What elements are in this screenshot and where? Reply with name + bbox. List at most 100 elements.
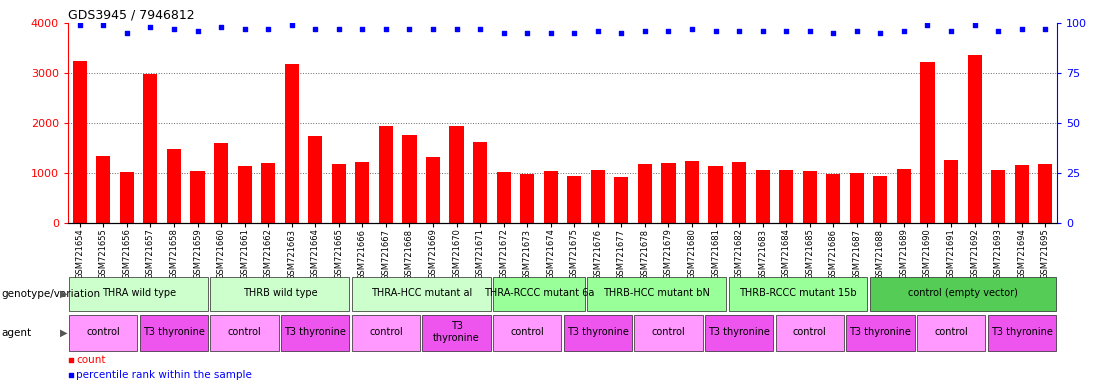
Bar [846, 314, 914, 351]
Bar [874, 175, 888, 223]
Bar [591, 170, 604, 223]
Point [400, 26, 418, 32]
Bar [403, 135, 417, 223]
Point [966, 22, 984, 28]
Point [848, 28, 866, 34]
Bar [685, 161, 699, 223]
Bar [662, 162, 675, 223]
Text: THRB wild type: THRB wild type [243, 288, 318, 298]
Bar [332, 164, 346, 223]
Point [660, 28, 677, 34]
Bar [870, 276, 1056, 311]
Bar [614, 177, 629, 223]
Point [707, 28, 725, 34]
Point [189, 28, 206, 34]
Bar [732, 162, 746, 223]
Text: count: count [76, 355, 106, 365]
Bar [285, 63, 299, 223]
Bar [422, 314, 491, 351]
Point [62, 372, 79, 378]
Point [1013, 26, 1030, 32]
Text: ▶: ▶ [61, 328, 67, 338]
Point [919, 22, 936, 28]
Point [354, 26, 372, 32]
Bar [826, 174, 840, 223]
Bar [281, 314, 350, 351]
Text: genotype/variation: genotype/variation [1, 289, 100, 299]
Text: control: control [793, 327, 826, 337]
Point [118, 30, 136, 36]
Point [566, 30, 583, 36]
Text: control: control [934, 327, 968, 337]
Bar [803, 171, 817, 223]
Text: control: control [511, 327, 544, 337]
Point [165, 26, 183, 32]
Point [495, 30, 513, 36]
Bar [897, 169, 911, 223]
Bar [237, 166, 251, 223]
Text: THRA-RCCC mutant 6a: THRA-RCCC mutant 6a [484, 288, 595, 298]
Text: T3 thyronine: T3 thyronine [285, 327, 346, 337]
Bar [920, 61, 934, 223]
Text: THRA wild type: THRA wild type [101, 288, 175, 298]
Bar [1015, 164, 1029, 223]
Bar [167, 149, 181, 223]
Point [824, 30, 842, 36]
Bar [261, 162, 276, 223]
Bar [214, 143, 228, 223]
Bar [967, 55, 982, 223]
Point [236, 26, 254, 32]
Text: T3 thyronine: T3 thyronine [849, 327, 911, 337]
Bar [69, 314, 138, 351]
Point [282, 22, 300, 28]
Bar [634, 314, 703, 351]
Text: T3 thyronine: T3 thyronine [990, 327, 1052, 337]
Bar [211, 276, 350, 311]
Bar [493, 276, 585, 311]
Point [1037, 26, 1054, 32]
Bar [779, 170, 793, 223]
Point [62, 357, 79, 363]
Bar [544, 171, 558, 223]
Bar [638, 164, 652, 223]
Point [683, 26, 700, 32]
Point [212, 24, 229, 30]
Text: control (empty vector): control (empty vector) [908, 288, 1018, 298]
Point [141, 24, 159, 30]
Point [730, 28, 748, 34]
Point [778, 28, 795, 34]
Bar [96, 156, 110, 223]
Point [259, 26, 277, 32]
Point [589, 28, 607, 34]
Bar [352, 314, 420, 351]
Text: T3 thyronine: T3 thyronine [143, 327, 205, 337]
Bar [567, 176, 581, 223]
Text: control: control [227, 327, 261, 337]
Text: percentile rank within the sample: percentile rank within the sample [76, 369, 251, 380]
Bar [1038, 164, 1052, 223]
Text: T3
thyronine: T3 thyronine [433, 321, 480, 343]
Point [95, 22, 113, 28]
Point [942, 28, 960, 34]
Bar [756, 170, 770, 223]
Bar [73, 61, 87, 223]
Bar [449, 126, 463, 223]
Text: THRB-HCC mutant bN: THRB-HCC mutant bN [603, 288, 710, 298]
Bar [493, 314, 561, 351]
Bar [728, 276, 867, 311]
Bar [352, 276, 491, 311]
Text: control: control [370, 327, 403, 337]
Bar [473, 142, 488, 223]
Point [636, 28, 654, 34]
Bar [426, 157, 440, 223]
Point [989, 28, 1007, 34]
Bar [992, 170, 1005, 223]
Point [612, 30, 630, 36]
Point [871, 30, 889, 36]
Bar [705, 314, 773, 351]
Bar [120, 172, 133, 223]
Point [71, 22, 88, 28]
Point [518, 30, 536, 36]
Bar [521, 174, 534, 223]
Text: T3 thyronine: T3 thyronine [567, 327, 629, 337]
